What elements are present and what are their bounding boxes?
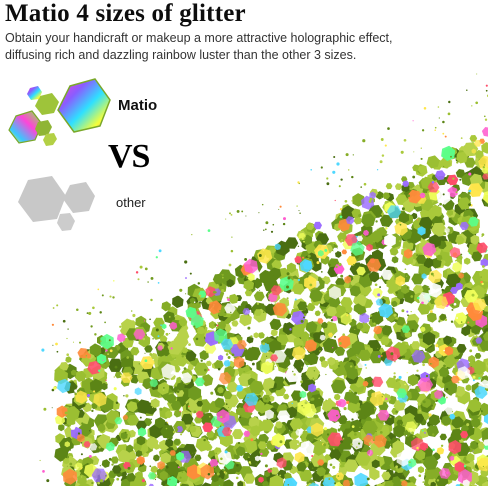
matio-label: Matio xyxy=(118,97,158,114)
subtitle-line-1: Obtain your handicraft or makeup a more … xyxy=(5,31,393,45)
gray-hexagons-icon xyxy=(18,176,95,231)
vs-label: VS xyxy=(108,138,150,175)
glitter-particles xyxy=(39,73,488,486)
subtitle-line-2: diffusing rich and dazzling rainbow lust… xyxy=(5,48,357,62)
subtitle: Obtain your handicraft or makeup a more … xyxy=(5,30,485,64)
page-title: Matio 4 sizes of glitter xyxy=(5,0,246,27)
holographic-hexagons-icon xyxy=(8,78,111,146)
other-label: other xyxy=(116,195,146,210)
